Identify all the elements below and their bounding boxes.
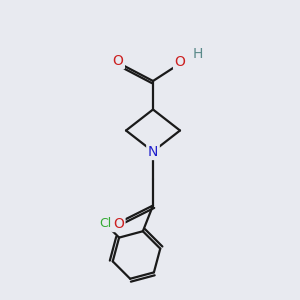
Text: N: N [148,145,158,158]
Text: O: O [112,54,123,68]
Text: H: H [193,47,203,61]
Text: Cl: Cl [99,217,111,230]
Text: O: O [175,55,185,68]
Text: O: O [113,217,124,230]
